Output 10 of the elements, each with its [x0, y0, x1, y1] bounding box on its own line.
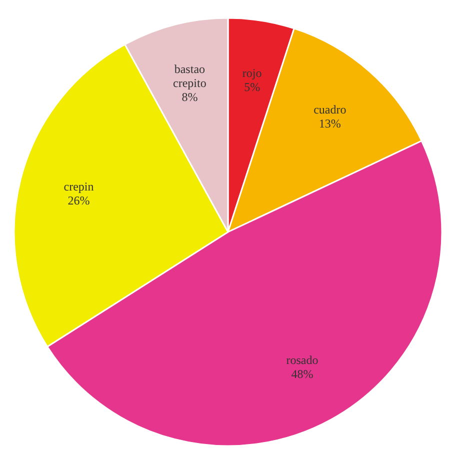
data-label: 13% [318, 116, 341, 130]
data-label: 5% [244, 80, 260, 94]
slice-label: rosado [286, 353, 318, 368]
slice-label: cuadro [314, 102, 346, 116]
slice-label: bastao crepito [173, 62, 206, 90]
slice-label: crepin [64, 180, 94, 194]
data-label: 48% [291, 367, 314, 382]
data-label: 8% [182, 90, 198, 104]
slice-label: rojo [242, 66, 262, 80]
data-label: 26% [68, 194, 90, 208]
